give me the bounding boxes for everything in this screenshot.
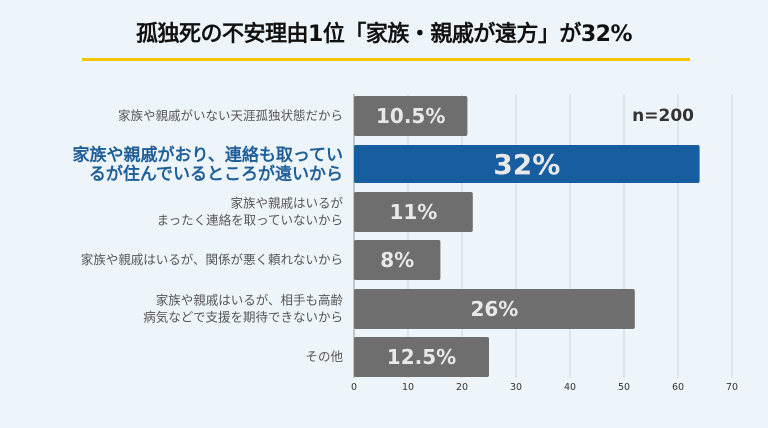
bar <box>354 337 489 377</box>
chart-title: 孤独死の不安理由1位「家族・親戚が遠方」が32% <box>136 22 632 47</box>
x-tick-label: 40 <box>564 382 576 393</box>
data-label: 11% <box>389 200 437 224</box>
x-tick-label: 50 <box>618 382 630 393</box>
category-label: その他 <box>305 349 343 364</box>
x-tick-label: 0 <box>351 382 357 393</box>
category-label: 家族や親戚がいない天涯孤独状態だから <box>118 108 343 123</box>
data-label: 26% <box>470 297 518 321</box>
x-tick-label: 70 <box>726 382 738 393</box>
bar <box>354 240 441 280</box>
category-label: 家族や親戚がおり、連絡も取ってい <box>73 145 343 166</box>
data-label: 32% <box>493 148 560 181</box>
data-label: 10.5% <box>376 104 445 128</box>
bar <box>354 96 468 136</box>
bar <box>354 192 473 232</box>
category-label: 家族や親戚はいるが <box>230 196 343 211</box>
category-label: 家族や親戚はいるが、関係が悪く頼れないから <box>81 252 343 267</box>
title-underline <box>82 58 690 61</box>
sample-size-annotation: n=200 <box>632 106 694 126</box>
x-tick-label: 60 <box>672 382 684 393</box>
x-tick-label: 10 <box>402 382 414 393</box>
category-label: まったく連絡を取っていないから <box>157 213 343 228</box>
x-tick-label: 30 <box>510 382 522 393</box>
category-label: 家族や親戚はいるが、相手も高齢 <box>156 293 344 308</box>
bar <box>354 145 700 183</box>
data-label: 8% <box>380 248 414 272</box>
x-tick-label: 20 <box>456 382 468 393</box>
bar <box>354 289 635 329</box>
category-label: るが住んでいるところが遠いから <box>89 164 343 185</box>
category-label: 病気などで支援を期待できないから <box>143 310 343 325</box>
data-label: 12.5% <box>387 345 456 369</box>
